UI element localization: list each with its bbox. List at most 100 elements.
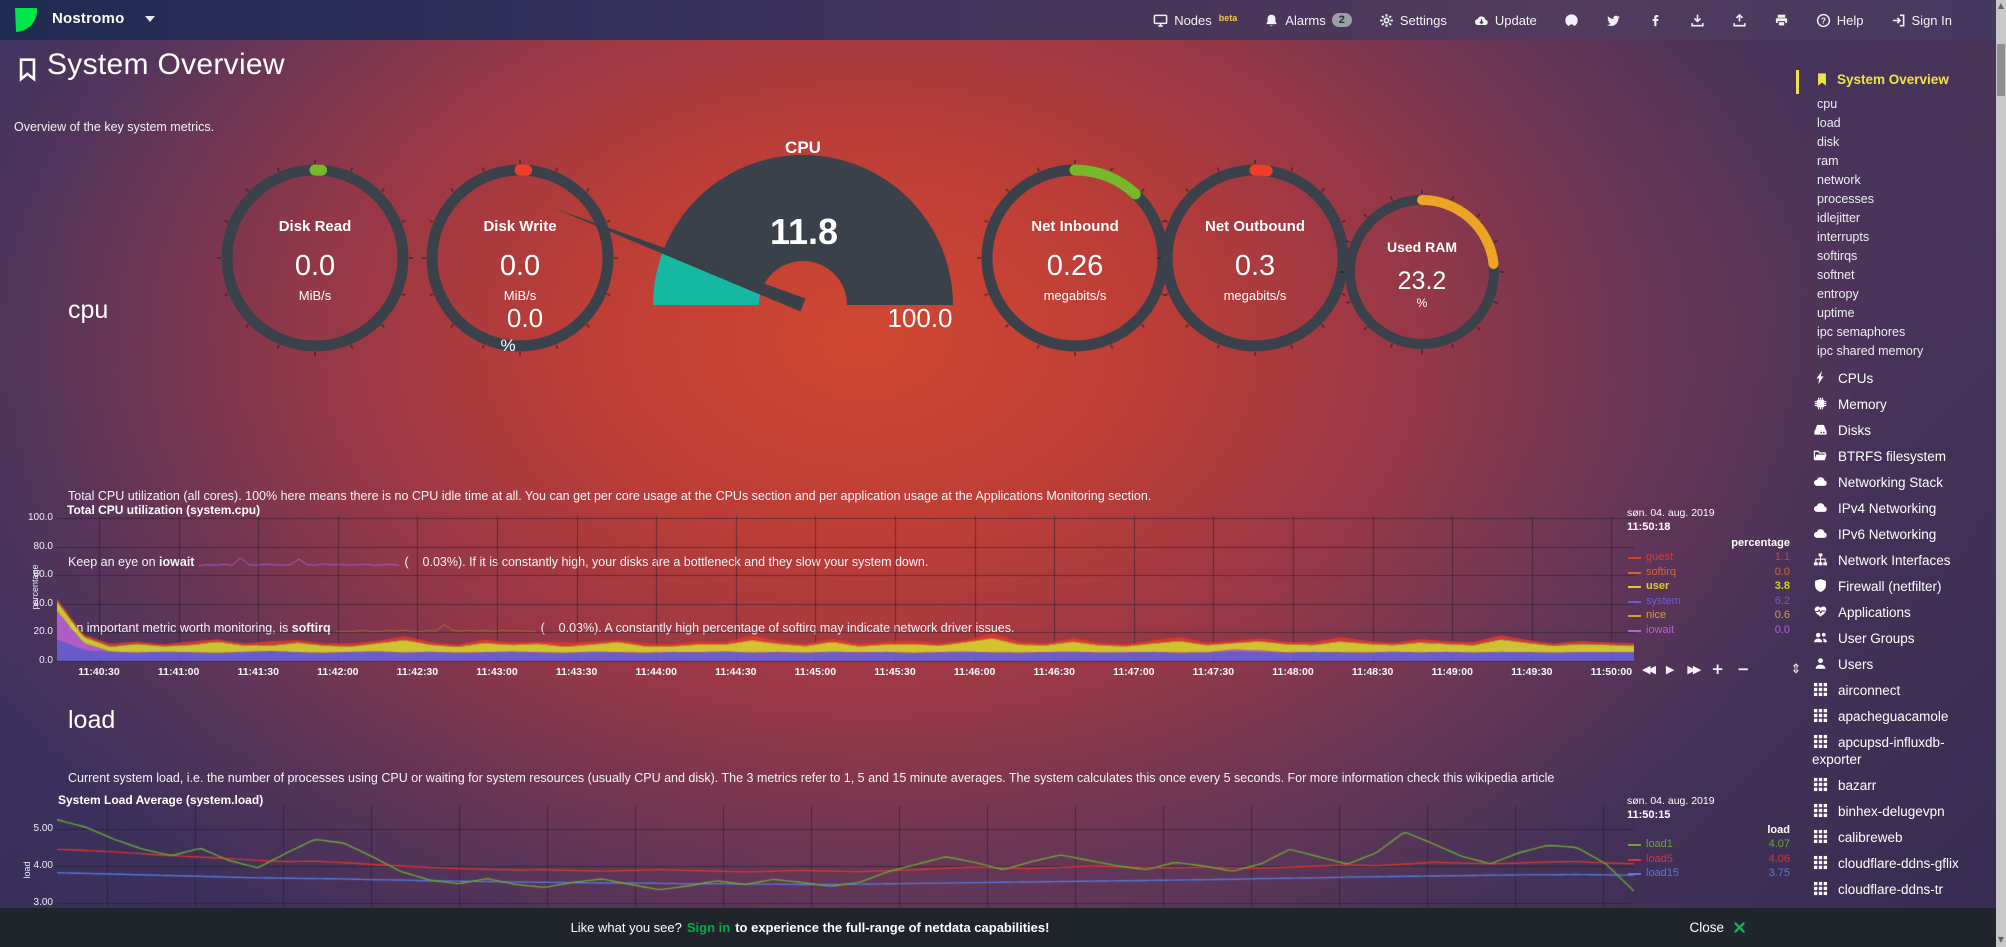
sidebar-item-ipc-semaphores[interactable]: ipc semaphores <box>1817 325 1906 339</box>
cpu-legend-guest[interactable]: guest 1.1 <box>1628 551 1790 565</box>
sidebar-item-bazarr[interactable]: bazarr <box>1812 777 1992 794</box>
sidebar-item-ipv4-networking[interactable]: IPv4 Networking <box>1812 500 1992 517</box>
cpu-chart-canvas[interactable] <box>57 516 1634 663</box>
gauge-net-outbound[interactable]: Net Outbound 0.3 megabits/s <box>1155 158 1355 358</box>
scroll-up-icon[interactable]: ▲ <box>1997 1 2005 10</box>
legend-name: system <box>1646 594 1681 607</box>
close-label: Close <box>1689 920 1724 935</box>
load-legend-load1[interactable]: load1 4.07 <box>1628 838 1790 852</box>
scroll-down-icon[interactable]: ▼ <box>1997 935 2005 944</box>
nav-nodes-button[interactable]: Nodes beta <box>1153 13 1237 28</box>
gauge-net-inbound[interactable]: Net Inbound 0.26 megabits/s <box>975 158 1175 358</box>
cpu-legend-nice[interactable]: nice 0.6 <box>1628 609 1790 623</box>
sidebar-item-label: Applications <box>1838 605 1911 620</box>
nav-upload-icon[interactable] <box>1732 13 1747 28</box>
sidebar-item-cpus[interactable]: CPUs <box>1812 370 1992 387</box>
chart-backward-button[interactable]: ◀◀ <box>1642 662 1656 676</box>
nav-github-icon[interactable] <box>1564 13 1579 28</box>
cpu-legend-system[interactable]: system 6.2 <box>1628 595 1790 609</box>
load-legend-load5[interactable]: load5 4.06 <box>1628 853 1790 867</box>
nav-facebook-icon[interactable] <box>1648 13 1663 28</box>
chart-zoom-out-button[interactable]: − <box>1736 660 1750 678</box>
sidebar-item-users[interactable]: Users <box>1812 656 1992 673</box>
gauge-unit: megabits/s <box>1223 288 1287 303</box>
sidebar-item-memory[interactable]: Memory <box>1812 396 1992 413</box>
sidebar-item-softirqs[interactable]: softirqs <box>1817 249 1858 263</box>
sidebar-item-binhex-delugevpn[interactable]: binhex-delugevpn <box>1812 803 1992 820</box>
sidebar-item-apacheguacamole[interactable]: apacheguacamole <box>1812 708 1992 725</box>
sidebar-item-ram[interactable]: ram <box>1817 154 1839 168</box>
nav-help-button[interactable]: ? Help <box>1816 13 1864 28</box>
cpu-legend-user[interactable]: user 3.8 <box>1628 580 1790 594</box>
load-legend-load15[interactable]: load15 3.75 <box>1628 867 1790 881</box>
sidebar-item-ipv6-networking[interactable]: IPv6 Networking <box>1812 526 1992 543</box>
nav-sign-in-button[interactable]: Sign In <box>1891 13 1952 28</box>
cpu-ytick: 0.0 <box>39 655 53 666</box>
chevron-down-icon[interactable] <box>145 16 155 22</box>
sidebar-menu: System Overview cpu load disk ram network pro… <box>1796 46 1992 907</box>
sidebar-item-cloudflare-ddns-tr[interactable]: cloudflare-ddns-tr <box>1812 881 1992 898</box>
sidebar-item-label: User Groups <box>1838 631 1915 646</box>
sidebar-item-softnet[interactable]: softnet <box>1817 268 1855 282</box>
close-button[interactable]: Close <box>1689 908 1746 947</box>
download-icon <box>1690 13 1705 28</box>
nav-download-icon[interactable] <box>1690 13 1705 28</box>
sidebar-item-entropy[interactable]: entropy <box>1817 287 1859 301</box>
gauge-used-ram[interactable]: Used RAM 23.2% <box>1338 188 1506 356</box>
footer-signin-link[interactable]: Sign in <box>686 920 731 935</box>
sidebar-item-disks[interactable]: Disks <box>1812 422 1992 439</box>
scrollbar-thumb[interactable] <box>1997 44 2005 96</box>
active-indicator <box>1796 70 1799 94</box>
hostname-menu[interactable]: Nostromo <box>52 10 125 27</box>
load-legend-date: søn. 04. aug. 2019 <box>1627 795 1715 807</box>
sidebar-item-system-overview[interactable]: System Overview <box>1800 46 1992 95</box>
sidebar-item-user-groups[interactable]: User Groups <box>1812 630 1992 647</box>
chart-forward-button[interactable]: ▶▶ <box>1687 662 1701 676</box>
sidebar-item-interrupts[interactable]: interrupts <box>1817 230 1870 244</box>
sidebar-item-idlejitter[interactable]: idlejitter <box>1817 211 1861 225</box>
sidebar-item-ipc-shared-memory[interactable]: ipc shared memory <box>1817 344 1924 358</box>
gauge-title: Disk Write <box>483 218 557 235</box>
chart-zoom-in-button[interactable]: + <box>1711 660 1724 678</box>
load-legend-time: 11:50:15 <box>1627 809 1671 821</box>
sidebar-item-network[interactable]: network <box>1817 173 1861 187</box>
chart-play-button[interactable]: ▶ <box>1665 662 1675 676</box>
load-description: Current system load, i.e. the number of … <box>68 771 1555 785</box>
sidebar-item-label: cloudflare-ddns-gflix <box>1838 856 1959 871</box>
gauge-title: Net Inbound <box>1031 218 1119 235</box>
cpu-xtick: 11:46:00 <box>953 666 996 678</box>
legend-name: guest <box>1646 551 1673 563</box>
sidebar-item-airconnect[interactable]: airconnect <box>1812 682 1992 699</box>
gauge-cpu[interactable]: CPU 11.8 0.0 100.0% <box>500 133 980 363</box>
cpu-legend-softirq[interactable]: softirq 0.0 <box>1628 566 1790 580</box>
nav-settings-button[interactable]: Settings <box>1379 13 1447 28</box>
sidebar-item-calibreweb[interactable]: calibreweb <box>1812 829 1992 846</box>
load-ytick: 5.00 <box>33 823 53 834</box>
cpu-legend-iowait[interactable]: iowait 0.0 <box>1628 624 1790 638</box>
sidebar-item-cpu[interactable]: cpu <box>1817 97 1838 111</box>
sidebar-item-apcupsd-influxdb-exporter[interactable]: apcupsd-influxdb-exporter <box>1812 734 1992 768</box>
nav-alarms-button[interactable]: Alarms 2 <box>1264 13 1352 28</box>
sidebar-item-disk[interactable]: disk <box>1817 135 1840 149</box>
gauge-disk-read[interactable]: Disk Read 0.0 MiB/s <box>215 158 415 358</box>
chart-resize-button[interactable]: ⇕ <box>1790 661 1802 677</box>
sidebar-item-network-interfaces[interactable]: Network Interfaces <box>1812 552 1992 569</box>
sidebar-item-applications[interactable]: Applications <box>1812 604 1992 621</box>
sidebar-item-uptime[interactable]: uptime <box>1817 306 1855 320</box>
nav-update-button[interactable]: Update <box>1474 13 1537 28</box>
sidebar-item-cloudflare-ddns-gflix[interactable]: cloudflare-ddns-gflix <box>1812 855 1992 872</box>
sidebar-item-networking-stack[interactable]: Networking Stack <box>1812 474 1992 491</box>
netdata-logo-icon[interactable] <box>13 6 41 34</box>
sidebar-item-firewall-netfilter-[interactable]: Firewall (netfilter) <box>1812 578 1992 595</box>
gauge-disk-write[interactable]: Disk Write 0.0 MiB/s <box>420 158 620 358</box>
scrollbar[interactable]: ▲ ▼ <box>1996 0 2006 947</box>
nav-print-icon[interactable] <box>1774 13 1789 28</box>
gear-icon <box>1379 13 1394 28</box>
nav-twitter-icon[interactable] <box>1606 13 1621 28</box>
gauge-title: CPU <box>785 138 821 157</box>
legend-value: 0.6 <box>1774 609 1790 622</box>
sidebar-item-btrfs-filesystem[interactable]: BTRFS filesystem <box>1812 448 1992 465</box>
sidebar-item-load[interactable]: load <box>1817 116 1841 130</box>
sidebar-item-processes[interactable]: processes <box>1817 192 1874 206</box>
page-subtitle: Overview of the key system metrics. <box>14 120 215 134</box>
